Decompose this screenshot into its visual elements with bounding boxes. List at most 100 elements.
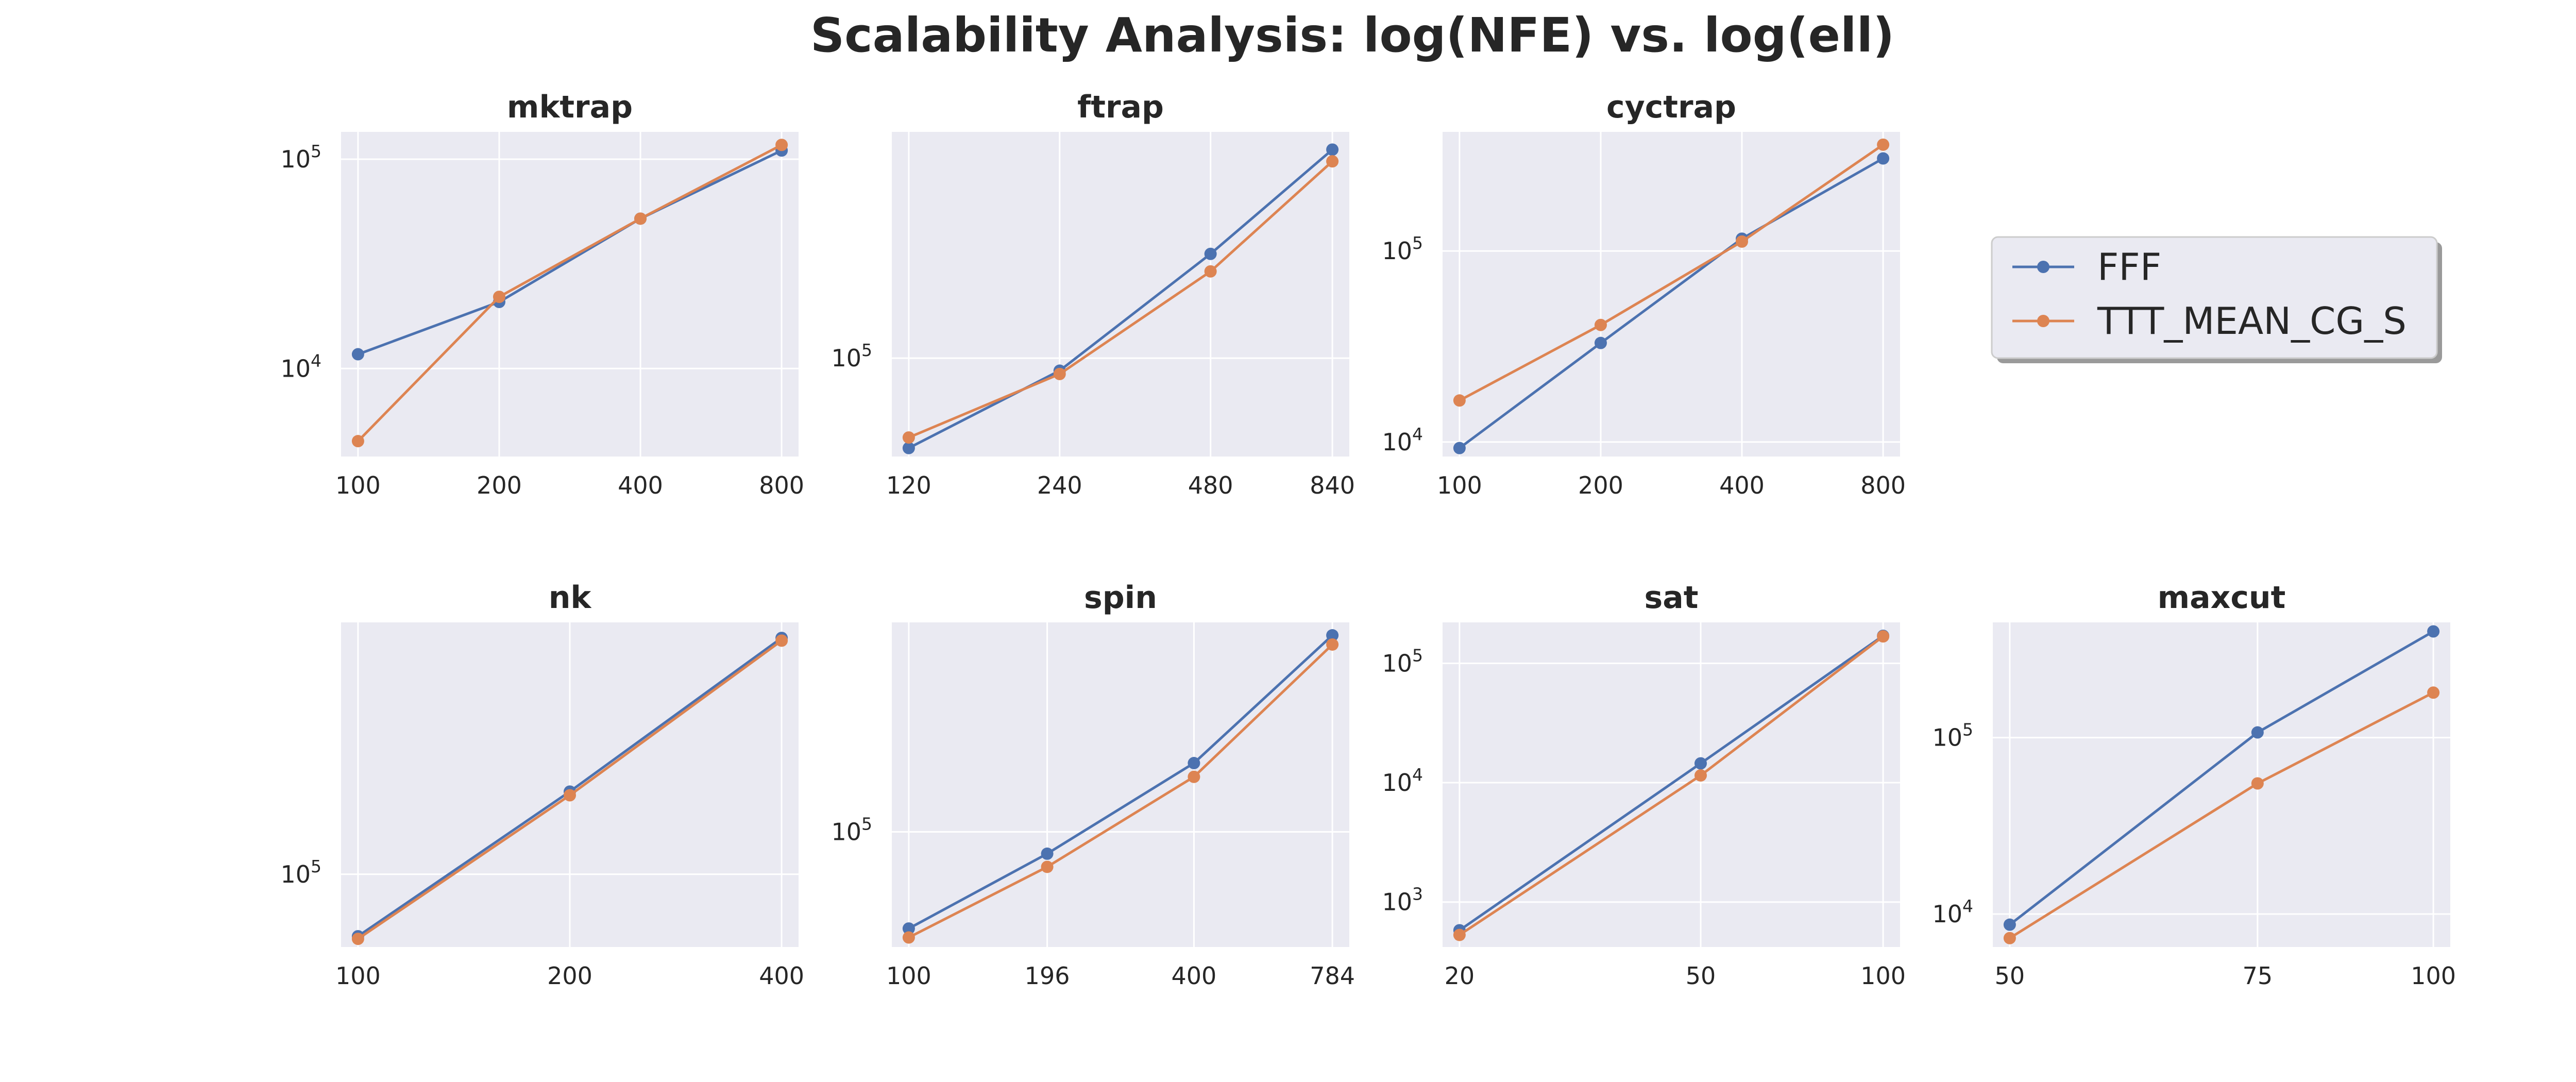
data-point-FFF <box>1041 847 1054 860</box>
series-line-TTT_MEAN_CG_S <box>357 144 783 442</box>
subplot-title: cyctrap <box>1606 89 1736 125</box>
y-tick-label: 104 <box>1932 896 1973 928</box>
data-point-TTT_MEAN_CG_S <box>1694 769 1707 782</box>
y-tick-label: 105 <box>1382 645 1423 677</box>
y-tick-label: 105 <box>831 340 872 372</box>
subplots: mktrap 100 200 400 800 104 105 ftrap 120 240 480 84… <box>280 89 2456 990</box>
y-tick-label: 104 <box>280 350 321 382</box>
legend-marker <box>2037 315 2049 327</box>
subplot-mktrap: mktrap 100 200 400 800 104 105 <box>280 89 804 499</box>
x-tick-label: 240 <box>1037 471 1082 499</box>
y-tick-label: 105 <box>831 814 872 846</box>
data-point-TTT_MEAN_CG_S <box>2427 686 2440 699</box>
legend-entry: FFF <box>2012 245 2161 289</box>
data-point-TTT_MEAN_CG_S <box>1453 928 1466 941</box>
data-point-FFF <box>1594 336 1607 349</box>
x-tick-label: 200 <box>1578 471 1623 499</box>
data-point-TTT_MEAN_CG_S <box>634 212 647 225</box>
data-point-FFF <box>2427 625 2440 638</box>
subplot-title: sat <box>1645 580 1699 616</box>
data-point-TTT_MEAN_CG_S <box>1326 638 1339 651</box>
legend: FFF TTT_MEAN_CG_S <box>1991 236 2442 363</box>
subplot-title: maxcut <box>2158 580 2286 616</box>
x-tick-label: 400 <box>1719 471 1765 499</box>
data-point-FFF <box>902 442 915 454</box>
legend-entry: TTT_MEAN_CG_S <box>2012 299 2406 343</box>
x-tick-label: 800 <box>1860 471 1906 499</box>
x-tick-label: 50 <box>1686 962 1716 990</box>
data-point-TTT_MEAN_CG_S <box>2003 932 2016 944</box>
subplot-title: mktrap <box>507 89 633 125</box>
x-tick-label: 75 <box>2243 962 2273 990</box>
x-tick-label: 50 <box>1995 962 2025 990</box>
x-tick-label: 200 <box>477 471 522 499</box>
x-tick-label: 784 <box>1310 962 1355 990</box>
data-point-TTT_MEAN_CG_S <box>1053 367 1066 380</box>
x-tick-label: 200 <box>547 962 592 990</box>
x-tick-label: 400 <box>618 471 663 499</box>
x-tick-label: 840 <box>1310 471 1355 499</box>
subplot-title: ftrap <box>1077 89 1164 125</box>
y-tick-label: 105 <box>280 856 321 888</box>
subplot-maxcut: maxcut 50 75 100 104 105 <box>1932 580 2456 990</box>
figure-title: Scalability Analysis: log(NFE) vs. log(e… <box>810 8 1894 63</box>
y-tick-label: 105 <box>1932 720 1973 752</box>
subplot-title: nk <box>549 580 592 616</box>
data-point-TTT_MEAN_CG_S <box>775 139 788 151</box>
x-tick-label: 120 <box>886 471 931 499</box>
y-tick-label: 105 <box>1382 233 1423 265</box>
data-point-FFF <box>902 922 915 935</box>
x-tick-label: 100 <box>2411 962 2456 990</box>
series-line-FFF <box>908 634 1333 930</box>
legend-box <box>1991 236 2438 359</box>
x-tick-label: 100 <box>1860 962 1906 990</box>
subplot-title: spin <box>1084 580 1157 616</box>
series-line-FFF <box>908 148 1333 449</box>
data-point-FFF <box>1326 629 1339 642</box>
data-point-TTT_MEAN_CG_S <box>351 435 364 448</box>
data-point-TTT_MEAN_CG_S <box>1736 235 1749 248</box>
data-point-TTT_MEAN_CG_S <box>902 931 915 944</box>
legend-entries: FFF TTT_MEAN_CG_S <box>2012 245 2406 343</box>
legend-label: TTT_MEAN_CG_S <box>2097 299 2406 343</box>
data-point-TTT_MEAN_CG_S <box>493 291 505 303</box>
plot-area <box>341 132 799 457</box>
data-point-TTT_MEAN_CG_S <box>1594 318 1607 331</box>
series-line-TTT_MEAN_CG_S <box>908 160 1333 439</box>
data-point-TTT_MEAN_CG_S <box>2251 777 2264 790</box>
subplot-ftrap: ftrap 120 240 480 840 105 <box>831 89 1355 499</box>
data-point-TTT_MEAN_CG_S <box>351 933 364 945</box>
data-point-FFF <box>1204 247 1217 260</box>
data-point-FFF <box>1188 757 1200 770</box>
x-tick-label: 196 <box>1025 962 1070 990</box>
series-line-FFF <box>1459 157 1884 449</box>
y-tick-label: 104 <box>1382 424 1423 456</box>
plot-area <box>1993 622 2450 947</box>
data-point-TTT_MEAN_CG_S <box>1453 394 1466 407</box>
x-tick-label: 800 <box>759 471 804 499</box>
x-tick-label: 100 <box>1437 471 1482 499</box>
legend-label: FFF <box>2097 245 2161 289</box>
data-point-TTT_MEAN_CG_S <box>564 789 576 802</box>
data-point-FFF <box>1326 143 1339 156</box>
x-tick-label: 400 <box>759 962 804 990</box>
data-point-TTT_MEAN_CG_S <box>775 634 788 647</box>
y-tick-label: 104 <box>1382 765 1423 797</box>
x-tick-label: 400 <box>1172 962 1217 990</box>
data-point-TTT_MEAN_CG_S <box>1041 860 1054 873</box>
plot-area <box>892 622 1349 947</box>
x-tick-label: 20 <box>1445 962 1475 990</box>
subplot-cyctrap: cyctrap 100 200 400 800 104 105 <box>1382 89 1906 499</box>
legend-marker <box>2037 261 2049 273</box>
data-point-FFF <box>2003 918 2016 931</box>
data-point-FFF <box>351 348 364 361</box>
data-point-FFF <box>1453 442 1466 454</box>
x-tick-label: 100 <box>335 962 381 990</box>
y-tick-label: 105 <box>280 141 321 173</box>
series-line-TTT_MEAN_CG_S <box>1459 143 1884 402</box>
series-line-FFF <box>358 149 783 356</box>
data-point-TTT_MEAN_CG_S <box>1188 770 1200 783</box>
data-point-FFF <box>1694 757 1707 770</box>
x-tick-label: 480 <box>1188 471 1233 499</box>
